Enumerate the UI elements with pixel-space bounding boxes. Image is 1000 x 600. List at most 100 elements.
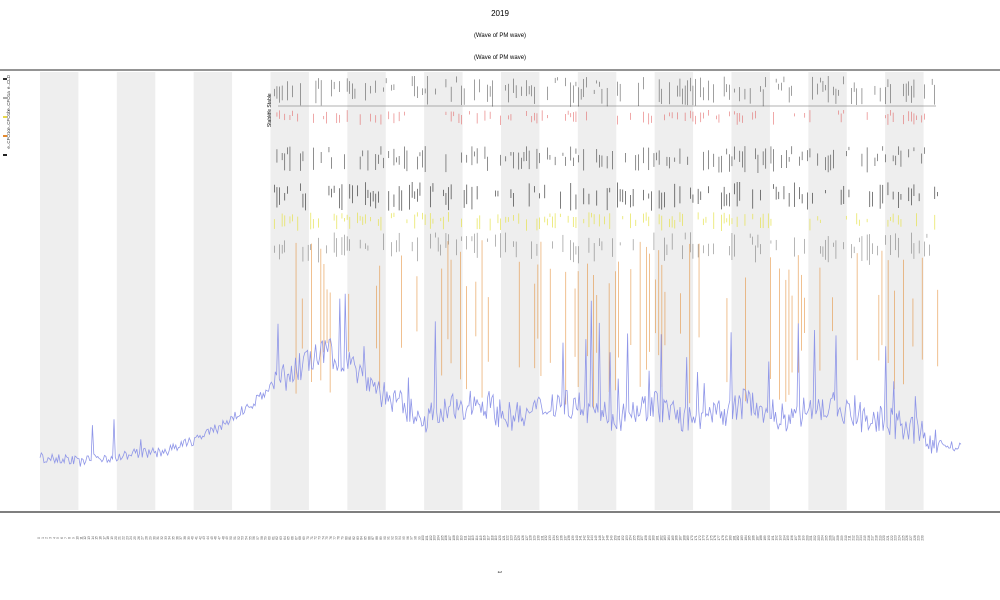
x-tick-label: 52 [237,536,241,540]
x-tick-label: 106 [444,535,448,541]
x-tick-label: 71 [310,536,314,540]
x-tick-label: 118 [490,535,494,540]
x-tick-label: 171 [694,535,698,541]
x-tick-label: 53 [241,536,245,540]
x-tick-label: 130 [536,535,540,541]
row-label-2: Stable [267,113,273,127]
x-tick-label: 49 [225,536,229,540]
x-tick-label: 162 [659,535,663,541]
x-tick-label: 131 [540,535,544,541]
x-tick-label: 161 [656,535,660,541]
x-tick-label: 37 [179,536,183,540]
x-tick-label: 91 [387,536,391,540]
x-tick-label: 11 [79,536,83,540]
x-tick-label: 19 [110,536,114,540]
x-tick-label: 111 [463,535,467,540]
x-tick-label: 167 [679,535,683,541]
x-tick-label: 194 [782,535,786,541]
x-tick-label: 210 [844,535,848,541]
signal-spikes [295,240,939,408]
x-tick-labels: 0 1 2 3 4 5 6 7 8 9 10 11 12 13 14 15 16 17 18 19 20 21 22 23 24… [37,535,925,541]
x-tick-label: 103 [433,535,437,541]
x-tick-label: 184 [744,535,748,541]
x-tick-label: 0 [37,537,41,539]
x-tick-label: 80 [344,536,348,540]
x-tick-label: 109 [456,535,460,541]
x-tick-label: 148 [606,535,610,541]
x-tick-label: 200 [805,535,809,541]
x-tick-label: 2 [45,537,49,539]
x-tick-label: 65 [287,536,291,540]
x-tick-label: 144 [590,535,594,541]
x-tick-label: 116 [483,535,487,540]
x-tick-label: 150 [613,535,617,541]
x-tick-label: 54 [245,536,249,540]
x-tick-label: 225 [901,535,905,541]
shaded-band [808,72,847,510]
x-tick-label: 8 [68,537,72,539]
x-tick-label: 48 [221,536,225,540]
x-tick-label: 135 [556,535,560,541]
x-tick-label: 32 [160,536,164,540]
x-tick-label: 23 [125,536,129,540]
x-tick-label: 228 [913,535,917,541]
x-tick-label: 149 [609,535,613,541]
x-tick-label: 3 [49,537,53,539]
x-tick-label: 95 [402,536,406,540]
x-tick-label: 6 [60,537,64,539]
x-tick-label: 143 [586,535,590,541]
x-tick-label: 97 [410,536,414,540]
shaded-band [885,72,924,510]
x-tick-label: 51 [233,536,237,540]
x-tick-label: 100 [421,535,425,541]
x-tick-label: 15 [95,536,99,540]
x-tick-label: 61 [271,536,275,540]
x-tick-label: 126 [521,535,525,541]
x-tick-label: 92 [390,536,394,540]
x-tick-label: 220 [882,535,886,541]
x-tick-label: 151 [617,535,621,541]
x-tick-label: 209 [840,535,844,541]
x-tick-label: 30 [152,536,156,540]
x-tick-label: 114 [475,535,479,540]
x-tick-label: 134 [552,535,556,541]
x-tick-label: 141 [579,535,583,541]
x-tick-label: 166 [675,535,679,541]
x-tick-label: 78 [337,536,341,540]
legend-swatch [3,78,7,80]
x-tick-label: 69 [302,536,306,540]
legend-label: e..CFO1a [6,91,11,111]
x-tick-label: 157 [640,535,644,541]
x-tick-label: 173 [702,535,706,541]
x-tick-label: 45 [210,536,214,540]
x-tick-label: 206 [828,535,832,541]
x-tick-label: 187 [755,535,759,541]
x-tick-label: 74 [321,536,325,540]
x-tick-label: 147 [602,535,606,541]
x-tick-label: 190 [767,535,771,541]
x-tick-label: 145 [594,535,598,541]
x-tick-label: 50 [229,536,233,540]
x-tick-label: 140 [575,535,579,541]
x-tick-label: 43 [202,536,206,540]
shaded-band [501,72,540,510]
x-tick-label: 55 [248,536,252,540]
x-tick-label: 207 [832,535,836,541]
x-tick-label: 1 [41,537,45,539]
x-tick-label: 120 [498,535,502,541]
shaded-band [654,72,694,510]
x-tick-label: 224 [898,535,902,541]
x-tick-label: 104 [437,535,441,541]
x-tick-label: 186 [752,535,756,541]
x-tick-label: 5 [56,537,60,539]
x-tick-label: 125 [517,535,521,541]
x-tick-label: 24 [129,536,133,540]
x-tick-label: 156 [636,535,640,541]
x-tick-label: 128 [529,535,533,541]
x-tick-label: 86 [367,536,371,540]
x-tick-label: 211 [848,535,852,540]
x-tick-label: 85 [364,536,368,540]
x-tick-label: 67 [294,536,298,540]
